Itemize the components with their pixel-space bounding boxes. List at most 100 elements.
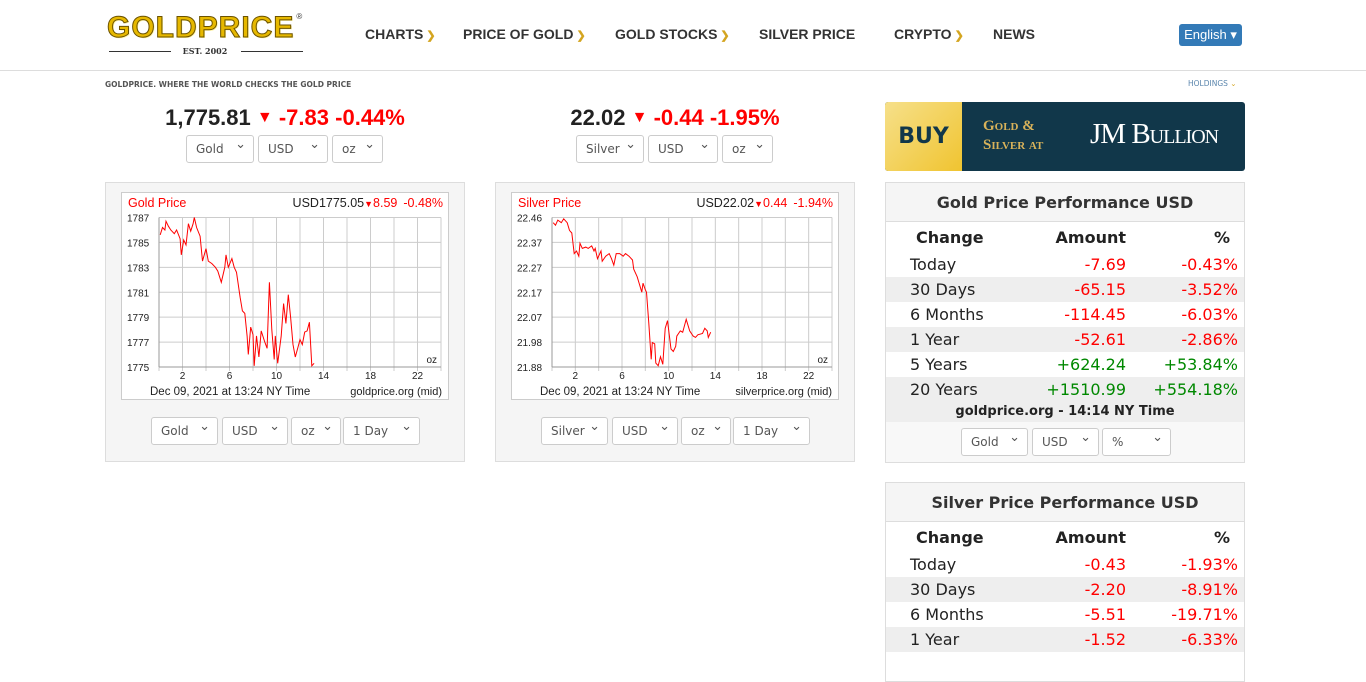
percent-cell: +53.84% (1163, 355, 1238, 374)
table-row: 1 Year -1.52 -6.33% (886, 627, 1244, 652)
silver-performance-table: Silver Price Performance USD Change Amoun… (885, 482, 1245, 682)
metal-select[interactable]: Gold (151, 414, 218, 445)
readout-percent: -1.94% (793, 196, 833, 210)
nav-price-of-gold[interactable]: PRICE OF GOLD ❯ (463, 26, 586, 42)
percent-cell: -2.86% (1181, 330, 1238, 349)
nav-gold-stocks[interactable]: GOLD STOCKS ❯ (615, 26, 730, 42)
column-header: Amount (1055, 228, 1126, 247)
holdings-link[interactable]: HOLDINGS ⌄ (1188, 79, 1237, 88)
percent-cell: -6.03% (1181, 305, 1238, 324)
price-line (159, 217, 315, 368)
language-button[interactable]: English ▾ (1179, 24, 1242, 46)
nav-silver-price[interactable]: SILVER PRICE (759, 26, 855, 42)
x-tick-label: 22 (803, 371, 815, 382)
unit-select[interactable]: oz (332, 132, 383, 163)
table-row: 30 Days -2.20 -8.91% (886, 577, 1244, 602)
y-tick-label: 1785 (127, 238, 150, 249)
spot-percent: -1.95% (709, 105, 780, 130)
column-header: Amount (1055, 528, 1126, 547)
x-tick-label: 6 (227, 371, 233, 382)
down-arrow-icon: ▼ (364, 199, 373, 209)
currency-select[interactable]: USD (612, 414, 678, 445)
nav-crypto[interactable]: CRYPTO ❯ (894, 26, 964, 42)
table-body: Change Amount% Today -0.43 -1.93% 30 Days… (886, 522, 1244, 652)
site-header: GOLDPRICE ® EST. 2002 CHARTS ❯ PRICE OF GO… (0, 0, 1366, 71)
silver-price-chart: 22.46 22.37 22.27 22.17 22.07 21.98 21.88 2 6 10 1… (511, 192, 839, 400)
y-tick-label: 1775 (127, 363, 150, 374)
metal-select[interactable]: Silver (576, 132, 644, 163)
y-tick-label: 22.46 (517, 214, 542, 225)
y-tick-label: 22.37 (517, 238, 542, 249)
y-tick-label: 22.27 (517, 263, 542, 274)
spot-change: -0.44 (653, 105, 704, 130)
ad-brand: JM Bullion (1090, 118, 1219, 150)
table-body: Change Amount% Today -7.69 -0.43% 30 Days… (886, 222, 1244, 402)
down-arrow-icon: ▼ (256, 109, 273, 126)
metal-select[interactable]: Silver (541, 414, 608, 445)
chart-source: silverprice.org (mid) (735, 386, 832, 398)
table-row: 1 Year -52.61 -2.86% (886, 327, 1244, 352)
percent-cell: -3.52% (1181, 280, 1238, 299)
ad-buy: BUY (885, 102, 962, 171)
nav-label: CRYPTO (894, 26, 952, 42)
tagline: GOLDPRICE. WHERE THE WORLD CHECKS THE GO… (105, 80, 352, 89)
table-row: 30 Days -65.15 -3.52% (886, 277, 1244, 302)
nav-label: CHARTS (365, 26, 424, 42)
down-arrow-icon: ▼ (754, 199, 763, 209)
currency-select[interactable]: USD (648, 132, 718, 163)
chevron-down-icon: ❯ (954, 30, 964, 42)
goldprice-logo[interactable]: GOLDPRICE ® EST. 2002 (106, 11, 322, 58)
chart-readout: USD22.02▼0.44 -1.94% (696, 196, 833, 210)
logo-wordmark: GOLDPRICE ® (106, 11, 302, 44)
x-tick-label: 18 (756, 371, 768, 382)
nav-label: NEWS (993, 26, 1035, 42)
metal-select[interactable]: Gold (961, 425, 1028, 456)
unit-select[interactable]: oz (722, 132, 773, 163)
chevron-down-icon: ❯ (576, 30, 586, 42)
timeframe-select[interactable]: 1 Day (343, 414, 420, 445)
table-row: 20 Years +1510.99 +554.18% (886, 377, 1244, 402)
unit-select[interactable]: oz (291, 414, 341, 445)
percent-cell: -6.33% (1181, 630, 1238, 649)
table-row: 6 Months -114.45 -6.03% (886, 302, 1244, 327)
period-cell: 1 Year (910, 630, 960, 649)
mode-select[interactable]: % (1102, 425, 1171, 456)
table-row: Today -7.69 -0.43% (886, 252, 1244, 277)
silver-spot-price: 22.02 ▼ -0.44 -1.95% (525, 105, 825, 131)
x-tick-label: 10 (271, 371, 283, 382)
chart-title: Gold Price (128, 196, 186, 210)
percent-cell: -19.71% (1171, 605, 1238, 624)
table-row: Today -0.43 -1.93% (886, 552, 1244, 577)
spot-price: 22.02 (570, 105, 626, 130)
table-header-row: Change Amount% (886, 222, 1244, 252)
y-tick-label: 1781 (127, 288, 150, 299)
ad-line1: Gold & (983, 118, 1035, 134)
period-cell: 6 Months (910, 605, 984, 624)
period-cell: Today (910, 555, 957, 574)
currency-select[interactable]: USD (222, 414, 288, 445)
chart-title: Silver Price (518, 196, 581, 210)
y-tick-label: 1783 (127, 263, 150, 274)
jm-bullion-ad[interactable]: BUY Gold & Silver at JM Bullion (885, 102, 1245, 171)
column-header: Change (916, 528, 984, 547)
timeframe-select[interactable]: 1 Day (733, 414, 810, 445)
spot-price: 1,775.81 (165, 105, 251, 130)
chart-date: Dec 09, 2021 at 13:24 NY Time (150, 386, 310, 398)
unit-select[interactable]: oz (681, 414, 731, 445)
currency-select[interactable]: USD (258, 132, 328, 163)
x-tick-label: 14 (710, 371, 722, 382)
price-line (552, 217, 712, 367)
nav-charts[interactable]: CHARTS ❯ (365, 26, 436, 42)
logo-est: EST. 2002 (182, 46, 228, 56)
metal-select[interactable]: Gold (186, 132, 254, 163)
silver-chart-panel: 22.46 22.37 22.27 22.17 22.07 21.98 21.88 2 6 10 1… (495, 182, 855, 462)
column-header: % (1213, 228, 1230, 247)
y-tick-label: 22.17 (517, 288, 542, 299)
amount-cell: +1510.99 (1046, 380, 1126, 399)
currency-select[interactable]: USD (1032, 425, 1099, 456)
y-tick-label: 1787 (127, 214, 150, 225)
period-cell: 30 Days (910, 280, 976, 299)
period-cell: 5 Years (910, 355, 968, 374)
ad-line2: Silver at (983, 137, 1044, 153)
nav-news[interactable]: NEWS (993, 26, 1035, 42)
